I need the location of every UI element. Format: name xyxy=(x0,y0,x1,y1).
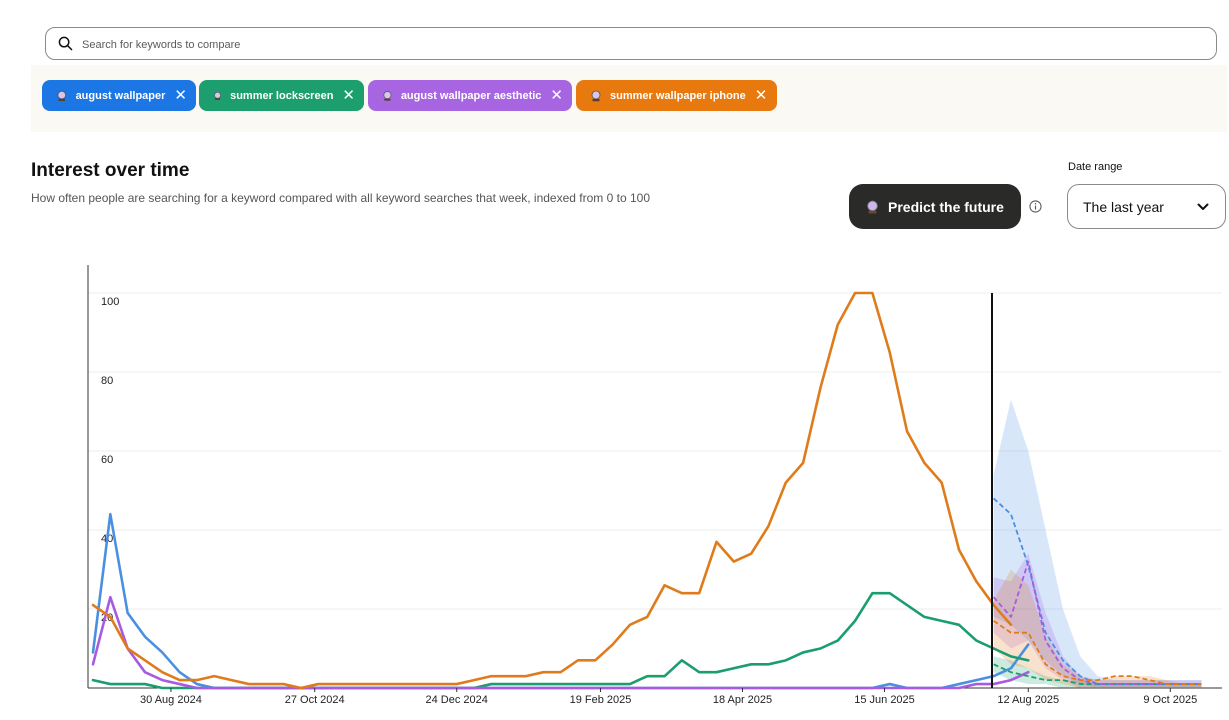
close-icon[interactable]: ✕ xyxy=(342,87,355,104)
keyword-chip-august-wallpaper-aesthetic[interactable]: august wallpaper aesthetic ✕ xyxy=(368,80,572,111)
x-tick-label: 12 Aug 2025 xyxy=(997,694,1059,706)
chevron-down-icon xyxy=(1197,203,1209,210)
search-icon xyxy=(58,36,73,51)
forecast-band xyxy=(993,569,1202,688)
search-bar[interactable] xyxy=(45,27,1217,60)
keyword-chip-summer-lockscreen[interactable]: summer lockscreen ✕ xyxy=(199,80,364,111)
x-tick-label: 19 Feb 2025 xyxy=(570,694,632,706)
chip-label: august wallpaper xyxy=(75,89,166,102)
series-line xyxy=(91,591,1030,690)
series-line xyxy=(91,291,1013,690)
date-range-value: The last year xyxy=(1083,198,1164,215)
x-tick-label: 18 Apr 2025 xyxy=(713,694,772,706)
series-line xyxy=(91,512,1030,690)
crystal-ball-icon xyxy=(591,90,601,101)
chip-label: summer wallpaper iphone xyxy=(610,89,746,102)
x-tick-label: 15 Jun 2025 xyxy=(854,694,915,706)
date-range-label: Date range xyxy=(1068,161,1123,173)
date-range-select[interactable]: The last year xyxy=(1067,184,1226,229)
crystal-ball-icon xyxy=(867,200,878,213)
close-icon[interactable]: ✕ xyxy=(174,87,187,104)
chip-label: summer lockscreen xyxy=(230,89,334,102)
y-tick-label: 60 xyxy=(101,454,113,466)
page-subtitle: How often people are searching for a key… xyxy=(31,191,650,205)
crystal-ball-icon xyxy=(214,91,221,100)
close-icon[interactable]: ✕ xyxy=(550,87,563,104)
forecast-band xyxy=(993,553,1202,688)
x-tick-label: 9 Oct 2025 xyxy=(1143,694,1197,706)
series-line xyxy=(91,595,1030,690)
close-icon[interactable]: ✕ xyxy=(754,87,768,104)
info-icon[interactable] xyxy=(1029,200,1042,213)
y-tick-label: 80 xyxy=(101,375,113,387)
x-tick-label: 30 Aug 2024 xyxy=(140,694,202,706)
keyword-chip-summer-wallpaper-iphone[interactable]: summer wallpaper iphone ✕ xyxy=(576,80,777,111)
chip-label: august wallpaper aesthetic xyxy=(400,89,542,102)
keyword-chip-august-wallpaper[interactable]: august wallpaper ✕ xyxy=(42,80,196,111)
x-tick-label: 24 Dec 2024 xyxy=(426,694,488,706)
forecast-band xyxy=(993,656,1202,688)
predict-the-future-button[interactable]: Predict the future xyxy=(849,184,1021,229)
search-input[interactable] xyxy=(80,33,1184,57)
page-title: Interest over time xyxy=(31,160,190,181)
x-tick-label: 27 Oct 2024 xyxy=(285,694,345,706)
forecast-line xyxy=(993,620,1202,685)
crystal-ball-icon xyxy=(383,90,392,101)
y-tick-label: 100 xyxy=(101,296,119,308)
forecast-band xyxy=(993,399,1202,688)
crystal-ball-icon xyxy=(57,90,67,101)
predict-button-label: Predict the future xyxy=(888,198,1004,215)
